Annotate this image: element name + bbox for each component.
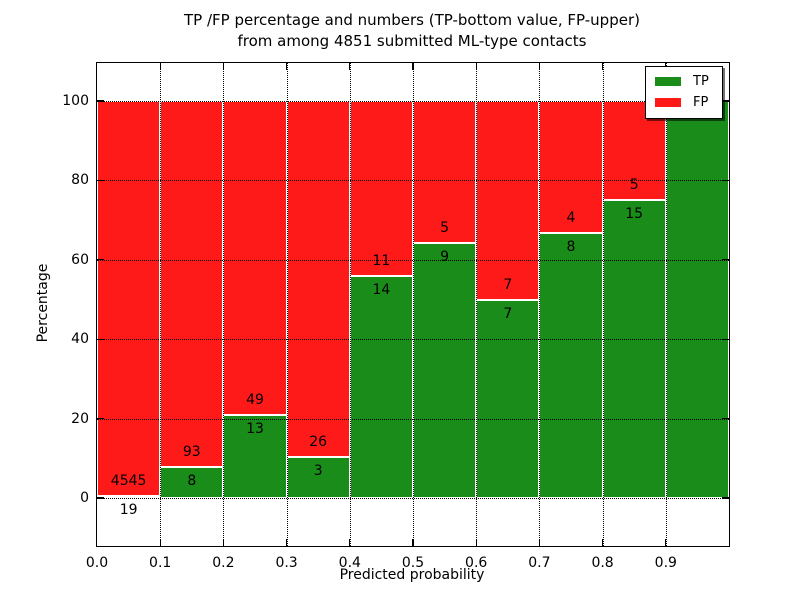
bar-segment-fp — [349, 101, 413, 276]
label-layer: 4545199384913263111459774851510 — [97, 63, 729, 546]
tp-count-label: 15 — [625, 206, 644, 223]
fp-count-label: 7 — [503, 276, 513, 293]
y-tick-mark-left — [97, 259, 104, 261]
bar-segment-tp — [539, 233, 603, 498]
tp-color-swatch-icon — [655, 77, 681, 86]
y-tick-label: 40 — [71, 331, 89, 348]
chart-title-line1: TP /FP percentage and numbers (TP-bottom… — [184, 11, 640, 29]
y-tick-label: 80 — [71, 172, 89, 189]
x-tick-label: 0.0 — [85, 555, 109, 571]
y-tick-mark-left — [97, 497, 104, 499]
y-tick-mark-right — [722, 100, 729, 102]
chart-title: TP /FP percentage and numbers (TP-bottom… — [96, 10, 728, 52]
legend-box: TP FP — [645, 66, 723, 119]
y-tick-mark-right — [722, 259, 729, 261]
y-tick-label: 0 — [80, 490, 89, 506]
y-tick-label: 100 — [62, 93, 89, 109]
bar-segment-tp — [97, 496, 161, 499]
x-tick-label: 0.1 — [149, 555, 172, 571]
bar-segment-fp — [97, 101, 161, 497]
fp-count-label: 93 — [182, 443, 201, 460]
tp-count-label: 19 — [119, 502, 138, 519]
tp-count-label: 8 — [566, 239, 576, 256]
x-tick-label: 0.4 — [338, 555, 361, 571]
fp-color-swatch-icon — [655, 98, 681, 107]
fp-count-label: 49 — [246, 391, 264, 408]
x-tick-mark-top — [412, 63, 414, 70]
bar-segment-tp — [286, 456, 350, 498]
y-tick-label: 20 — [71, 410, 89, 427]
legend-label-tp: TP — [693, 74, 709, 89]
legend-label-fp: FP — [693, 95, 709, 110]
legend-entry-fp: FP — [655, 95, 713, 110]
y-tick-mark-right — [722, 497, 729, 499]
x-tick-label: 0.7 — [528, 555, 551, 571]
x-tick-mark-top — [349, 63, 351, 70]
tp-count-label: 14 — [372, 281, 391, 298]
tp-count-label: 13 — [246, 420, 264, 437]
tp-count-label: 3 — [313, 462, 323, 479]
y-tick-mark-left — [97, 100, 104, 102]
fp-count-label: 4545 — [110, 473, 147, 490]
x-tick-label: 0.5 — [401, 555, 425, 571]
tp-count-label: 8 — [187, 472, 197, 489]
chart-title-line2: from among 4851 submitted ML-type contac… — [237, 32, 587, 50]
bar-segment-fp — [286, 101, 350, 457]
bar-segment-tp — [160, 466, 224, 498]
x-tick-label: 0.3 — [275, 555, 298, 571]
x-tick-label: 0.9 — [654, 555, 677, 571]
legend-entry-tp: TP — [655, 74, 713, 89]
plot-area: 0 20 40 60 80 100 0.0 0.1 0.2 0.3 0.4 0.5 0.6 0.7 0.8 0… — [62, 62, 730, 571]
x-tick-label: 0.2 — [212, 555, 235, 571]
x-tick-mark-bottom — [349, 539, 351, 546]
bar-segment-tp — [665, 101, 729, 498]
tp-count-label: 9 — [440, 248, 450, 265]
tick-layer: 0 20 40 60 80 100 0.0 0.1 0.2 0.3 0.4 0.5 0.6 0.7 0.8 0… — [62, 63, 729, 571]
fp-count-label: 4 — [566, 210, 576, 227]
y-tick-label: 60 — [71, 251, 89, 268]
bars-layer — [97, 63, 729, 546]
x-tick-mark-bottom — [412, 539, 414, 546]
x-tick-label: 0.8 — [591, 555, 614, 571]
x-tick-mark-bottom — [665, 539, 667, 546]
fp-count-label: 5 — [629, 177, 639, 194]
bar-segment-tp — [413, 242, 477, 498]
tp-count-label: 7 — [503, 305, 513, 322]
bar-segment-tp — [602, 200, 666, 498]
bar-segment-tp — [476, 299, 540, 498]
fp-count-label: 26 — [309, 433, 328, 450]
fp-count-label: 5 — [440, 219, 450, 236]
bar-segment-fp — [539, 101, 603, 234]
x-axis-label: Predicted probability — [339, 567, 485, 583]
x-tick-label: 0.6 — [465, 555, 488, 571]
bar-segment-tp — [349, 275, 413, 498]
bar-segment-fp — [223, 101, 287, 415]
